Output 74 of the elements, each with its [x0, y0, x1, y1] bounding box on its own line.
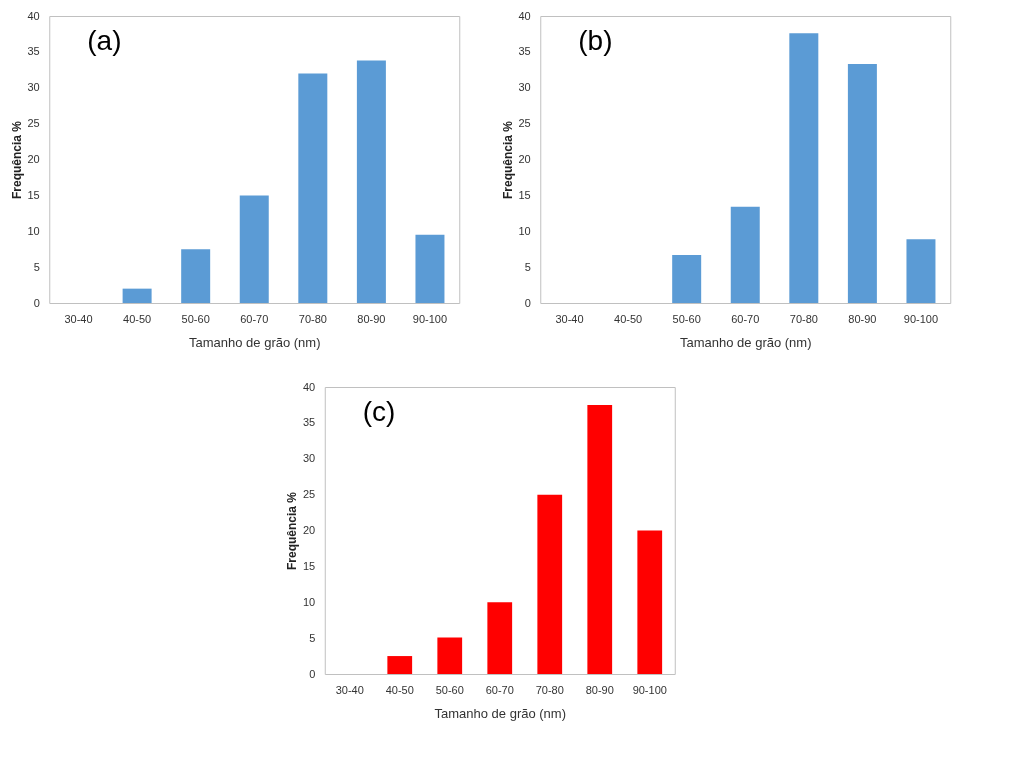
x-tick-label: 60-70: [731, 312, 760, 325]
y-tick-label: 35: [518, 45, 531, 58]
x-tick-label: 70-80: [535, 683, 564, 696]
bar: [730, 206, 760, 303]
x-tick-label: 60-70: [240, 312, 269, 325]
y-tick-label: 0: [33, 296, 40, 309]
y-tick-label: 30: [27, 81, 40, 94]
y-tick-label: 35: [303, 416, 316, 429]
y-axis-title: Frequência %: [9, 120, 24, 200]
y-tick-label: 40: [303, 380, 316, 393]
bar: [298, 73, 328, 303]
bar: [356, 60, 386, 303]
bar: [415, 234, 445, 303]
y-axis-title: Frequência %: [285, 491, 300, 571]
x-axis-title: Tamanho de grão (nm): [679, 334, 812, 350]
y-axis-title: Frequência %: [500, 120, 515, 200]
y-tick-label: 25: [27, 117, 40, 130]
x-axis-title: Tamanho de grão (nm): [188, 334, 321, 350]
y-tick-label: 20: [518, 153, 531, 165]
y-tick-label: 0: [524, 296, 531, 309]
x-tick-label: 30-40: [335, 683, 364, 696]
y-tick-label: 35: [27, 45, 40, 58]
bar: [537, 494, 563, 674]
x-tick-label: 80-90: [585, 683, 614, 696]
x-tick-label: 40-50: [614, 312, 643, 325]
x-tick-label: 90-100: [632, 683, 667, 696]
bar: [181, 249, 211, 303]
x-tick-label: 30-40: [555, 312, 584, 325]
y-tick-label: 0: [309, 667, 316, 680]
x-tick-label: 70-80: [298, 312, 327, 325]
y-tick-label: 10: [27, 224, 40, 237]
bar: [239, 195, 269, 303]
x-tick-label: 40-50: [123, 312, 152, 325]
bar: [789, 33, 819, 303]
y-tick-label: 15: [303, 559, 316, 572]
bar: [587, 404, 613, 674]
y-tick-label: 30: [303, 452, 316, 465]
x-tick-label: 70-80: [789, 312, 818, 325]
x-tick-label: 80-90: [357, 312, 386, 325]
bar: [847, 64, 877, 303]
x-tick-label: 50-60: [435, 683, 464, 696]
y-tick-label: 25: [303, 488, 316, 501]
bar: [906, 239, 936, 303]
x-tick-label: 60-70: [485, 683, 514, 696]
bar: [637, 530, 663, 674]
x-axis-title: Tamanho de grão (nm): [434, 705, 567, 721]
bar: [387, 656, 413, 674]
annotation: (c): [362, 396, 396, 427]
y-tick-label: 15: [27, 188, 40, 201]
y-tick-label: 10: [303, 595, 316, 608]
x-tick-label: 50-60: [672, 312, 701, 325]
x-tick-label: 30-40: [64, 312, 93, 325]
y-tick-label: 20: [303, 524, 316, 536]
y-tick-label: 20: [27, 153, 40, 165]
annotation: (a): [87, 25, 122, 56]
bar: [122, 288, 152, 303]
y-tick-label: 25: [518, 117, 531, 130]
bar: [437, 637, 463, 674]
x-tick-label: 90-100: [412, 312, 448, 325]
y-tick-label: 10: [518, 224, 531, 237]
y-tick-label: 30: [518, 81, 531, 94]
x-tick-label: 40-50: [385, 683, 414, 696]
bar: [487, 602, 513, 674]
x-tick-label: 80-90: [848, 312, 877, 325]
annotation: (b): [578, 25, 613, 56]
x-tick-label: 90-100: [903, 312, 939, 325]
y-tick-label: 15: [518, 188, 531, 201]
bar: [672, 254, 702, 303]
y-tick-label: 40: [27, 9, 40, 22]
y-tick-label: 40: [518, 9, 531, 22]
x-tick-label: 50-60: [181, 312, 210, 325]
y-tick-label: 5: [524, 260, 531, 273]
y-tick-label: 5: [309, 631, 316, 644]
y-tick-label: 5: [33, 260, 40, 273]
